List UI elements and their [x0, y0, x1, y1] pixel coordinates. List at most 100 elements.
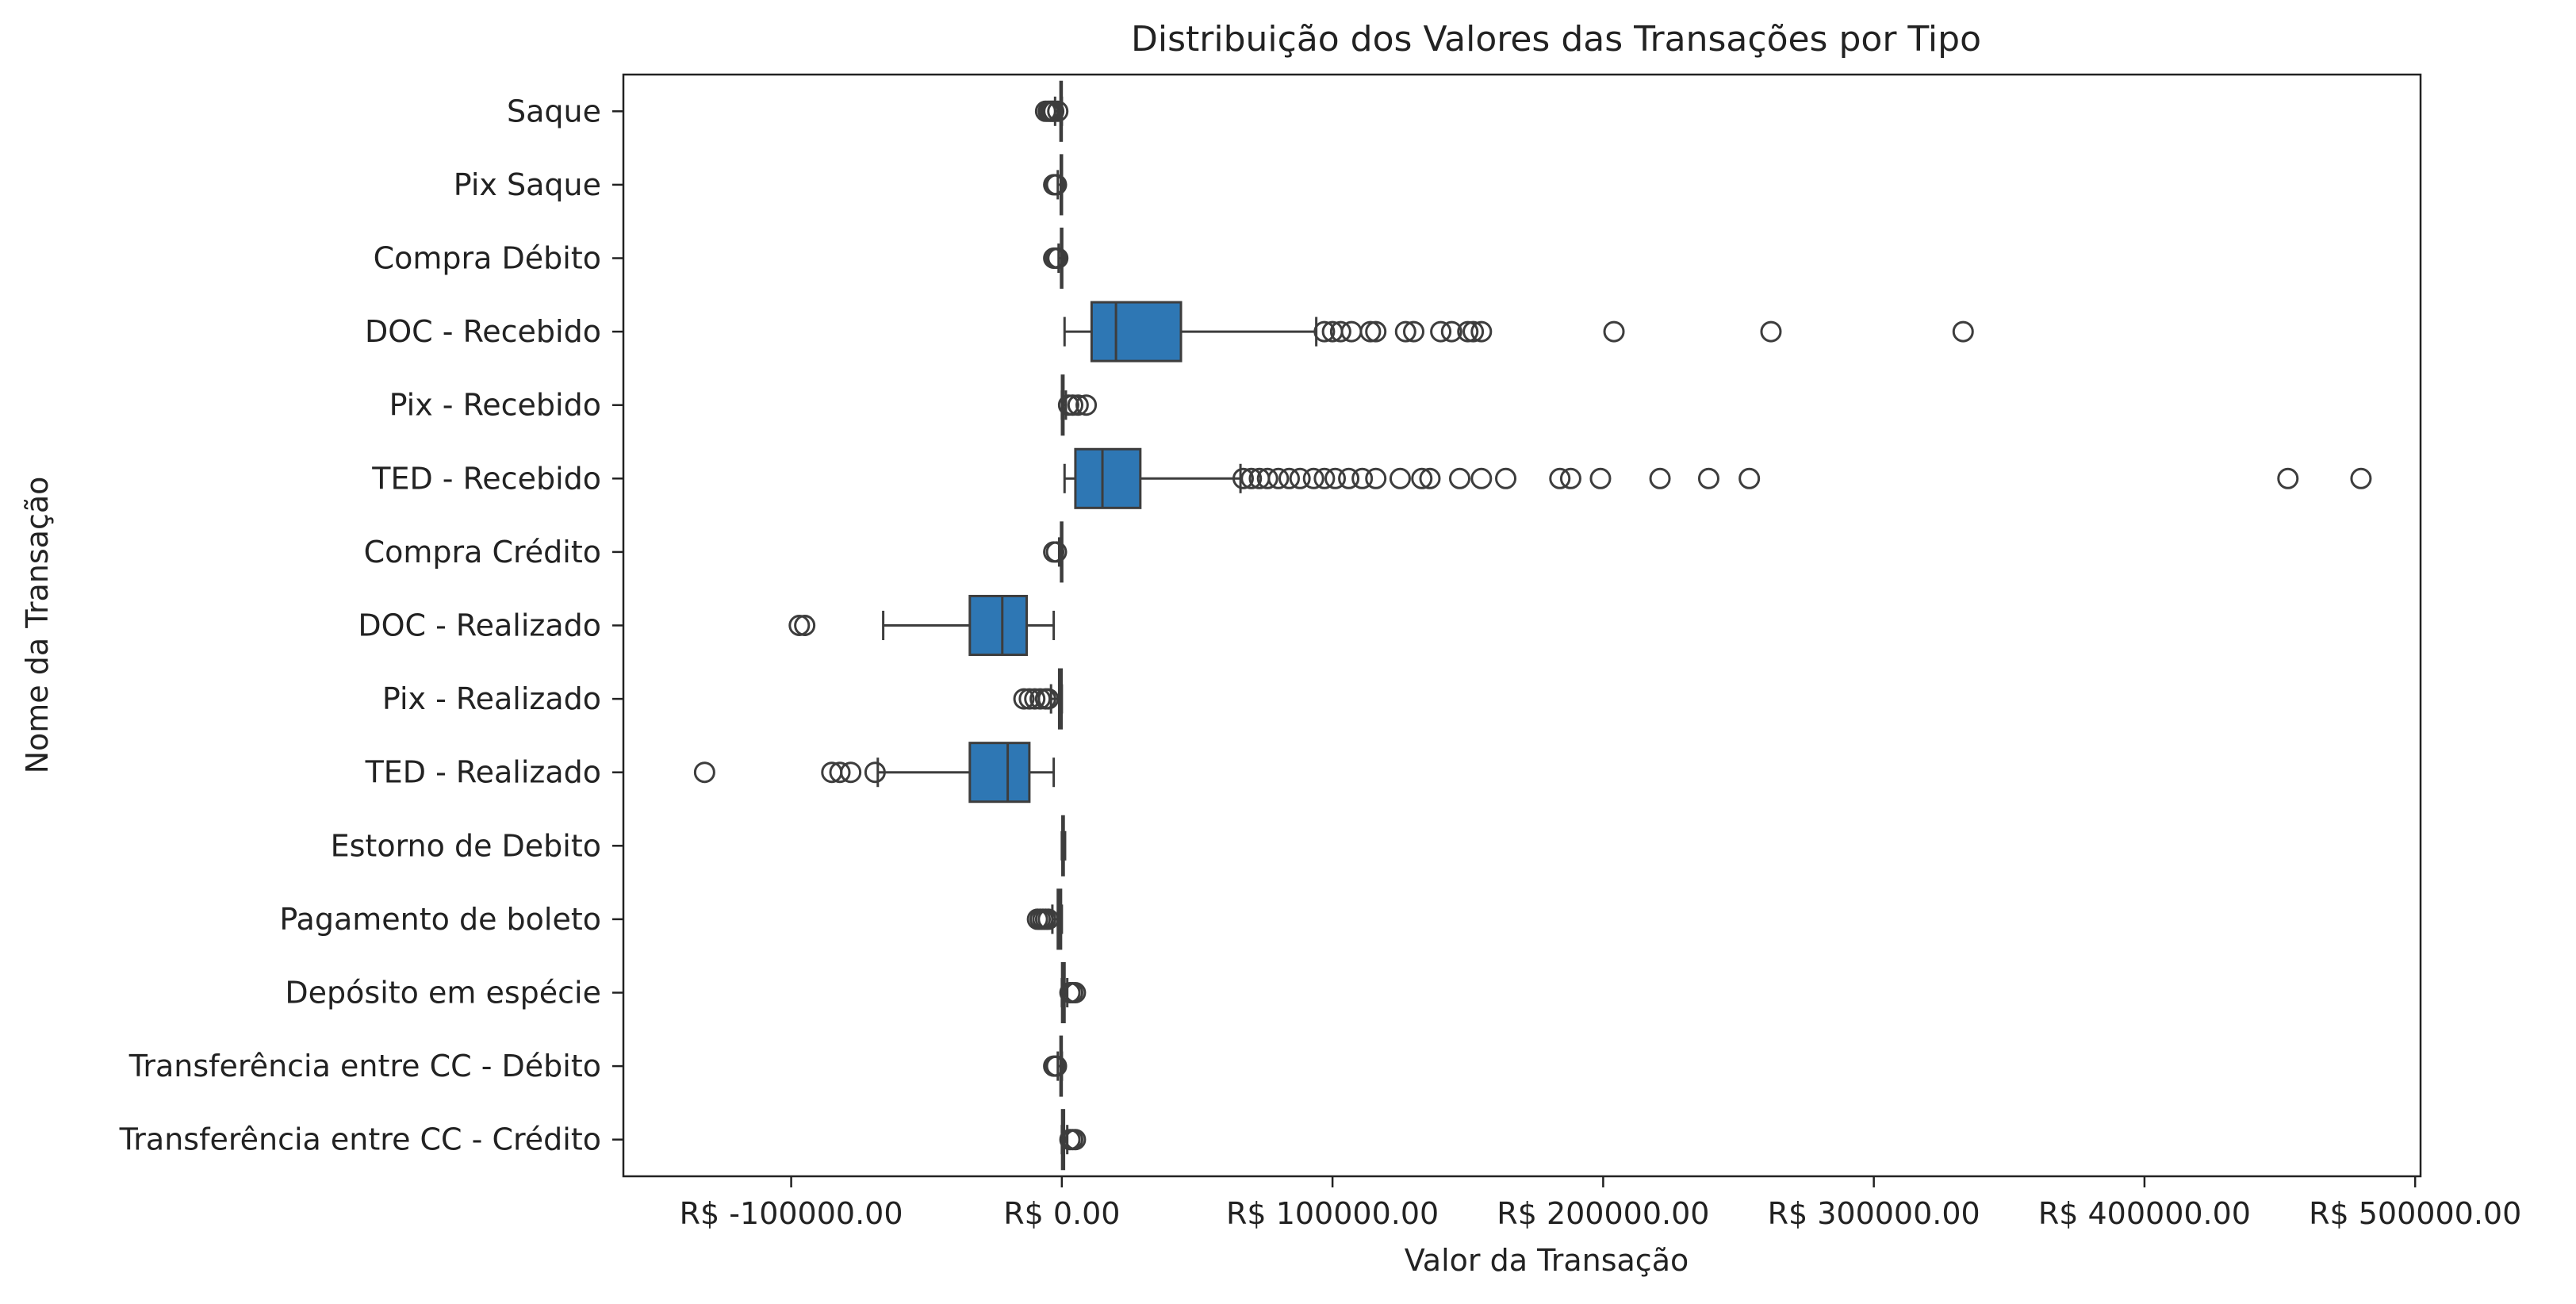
y-tick-label: TED - Realizado [365, 755, 601, 790]
outlier-point [1351, 467, 1374, 489]
y-tick-label: TED - Recebido [371, 461, 601, 496]
x-tick-label: R$ 300000.00 [1768, 1196, 1980, 1231]
x-tick-label: R$ 500000.00 [2309, 1196, 2521, 1231]
box-group [1013, 668, 1064, 730]
outlier-point [1045, 541, 1068, 563]
outlier-point [1952, 320, 1974, 343]
outlier-point [1289, 467, 1311, 489]
outlier-point [1324, 467, 1347, 489]
outlier-point [829, 761, 851, 784]
outlier-point [693, 761, 715, 784]
y-tick-label: Depósito em espécie [285, 976, 601, 1011]
outlier-point [1589, 467, 1612, 489]
y-tick-label: DOC - Recebido [365, 314, 601, 349]
outlier-point [1047, 247, 1069, 269]
y-tick-label: Pix - Recebido [389, 388, 601, 423]
x-tick-label: R$ 400000.00 [2038, 1196, 2251, 1231]
outlier-point [1037, 908, 1060, 930]
outlier-point [788, 615, 811, 636]
y-tick-label: Pagamento de boleto [279, 902, 601, 937]
outlier-point [1697, 467, 1719, 489]
outlier-point [1419, 467, 1441, 489]
outlier-point [1549, 467, 1571, 489]
outlier-point [1440, 320, 1462, 343]
outlier-point [1340, 320, 1363, 343]
chart-title: Distribuição dos Valores das Transações … [1131, 19, 1981, 59]
box-group [1057, 374, 1098, 436]
y-tick-label: Compra Crédito [364, 535, 601, 570]
x-tick-label: R$ -100000.00 [680, 1196, 903, 1231]
outlier-point [1430, 320, 1452, 343]
y-tick-label: Estorno de Debito [331, 828, 601, 863]
outlier-point [1389, 467, 1411, 489]
box-group [788, 594, 1056, 657]
outlier-point [1603, 320, 1625, 343]
outlier-point [1462, 320, 1485, 343]
outlier-point [1267, 467, 1290, 489]
outlier-point [1047, 100, 1069, 122]
outlier-point [1495, 467, 1517, 489]
y-tick-label: Saque [507, 94, 601, 128]
iqr-box [968, 594, 1028, 657]
y-tick-label: Pix - Realizado [382, 681, 601, 716]
outlier-point [1256, 467, 1278, 489]
outlier-point [1302, 467, 1324, 489]
outlier-point [1062, 394, 1083, 416]
outlier-point [1075, 394, 1098, 416]
box-group [1043, 154, 1068, 216]
outlier-point [2350, 467, 2372, 489]
iqr-box [1090, 301, 1183, 362]
outlier-point [1365, 467, 1387, 489]
x-tick-label: R$ 100000.00 [1226, 1196, 1439, 1231]
outlier-point [1045, 1055, 1068, 1077]
outlier-point [1559, 467, 1581, 489]
outlier-point [864, 761, 886, 784]
outlier-point [1024, 688, 1046, 710]
outlier-point [840, 761, 862, 784]
box-group [1059, 1109, 1087, 1171]
x-tick-label: R$ 200000.00 [1497, 1196, 1709, 1231]
iqr-box [968, 742, 1031, 803]
outlier-point [1760, 320, 1782, 343]
outlier-point [1064, 1129, 1087, 1151]
box-group [1043, 521, 1068, 583]
outlier-point [1037, 688, 1060, 710]
box-group [1060, 815, 1067, 876]
box-group [1063, 301, 1974, 362]
plot-area [693, 80, 2372, 1171]
outlier-point [1411, 467, 1433, 489]
y-tick-label: Compra Débito [374, 241, 601, 276]
outlier-point [1240, 467, 1263, 489]
box-group [1063, 447, 2372, 509]
outlier-point [794, 615, 816, 636]
outlier-point [1470, 467, 1493, 489]
y-tick-label: Transferência entre CC - Crédito [119, 1122, 601, 1157]
box-group [1043, 227, 1069, 290]
iqr-box [1074, 447, 1142, 509]
box-group [1026, 888, 1064, 950]
x-axis-label: Valor da Transação [1405, 1243, 1689, 1278]
outlier-point [1365, 320, 1387, 343]
outlier-point [1029, 688, 1052, 710]
y-tick-label: Transferência entre CC - Débito [128, 1049, 601, 1083]
box-group [693, 742, 1056, 803]
outlier-point [1402, 320, 1424, 343]
outlier-point [2277, 467, 2299, 489]
outlier-point [1045, 174, 1068, 196]
y-tick-label: DOC - Realizado [358, 608, 601, 643]
box-group [1043, 1035, 1068, 1097]
outlier-point [1313, 320, 1336, 343]
outlier-point [1649, 467, 1671, 489]
box-group [1059, 961, 1087, 1024]
outlier-point [1232, 467, 1254, 489]
outlier-point [1329, 320, 1351, 343]
outlier-point [1449, 467, 1471, 489]
y-axis-label: Nome da Transação [20, 477, 55, 774]
outlier-point [1457, 320, 1479, 343]
outlier-point [1470, 320, 1493, 343]
outlier-point [1067, 394, 1089, 416]
box-group [1034, 80, 1069, 142]
x-tick-label: R$ 0.00 [1003, 1196, 1120, 1231]
